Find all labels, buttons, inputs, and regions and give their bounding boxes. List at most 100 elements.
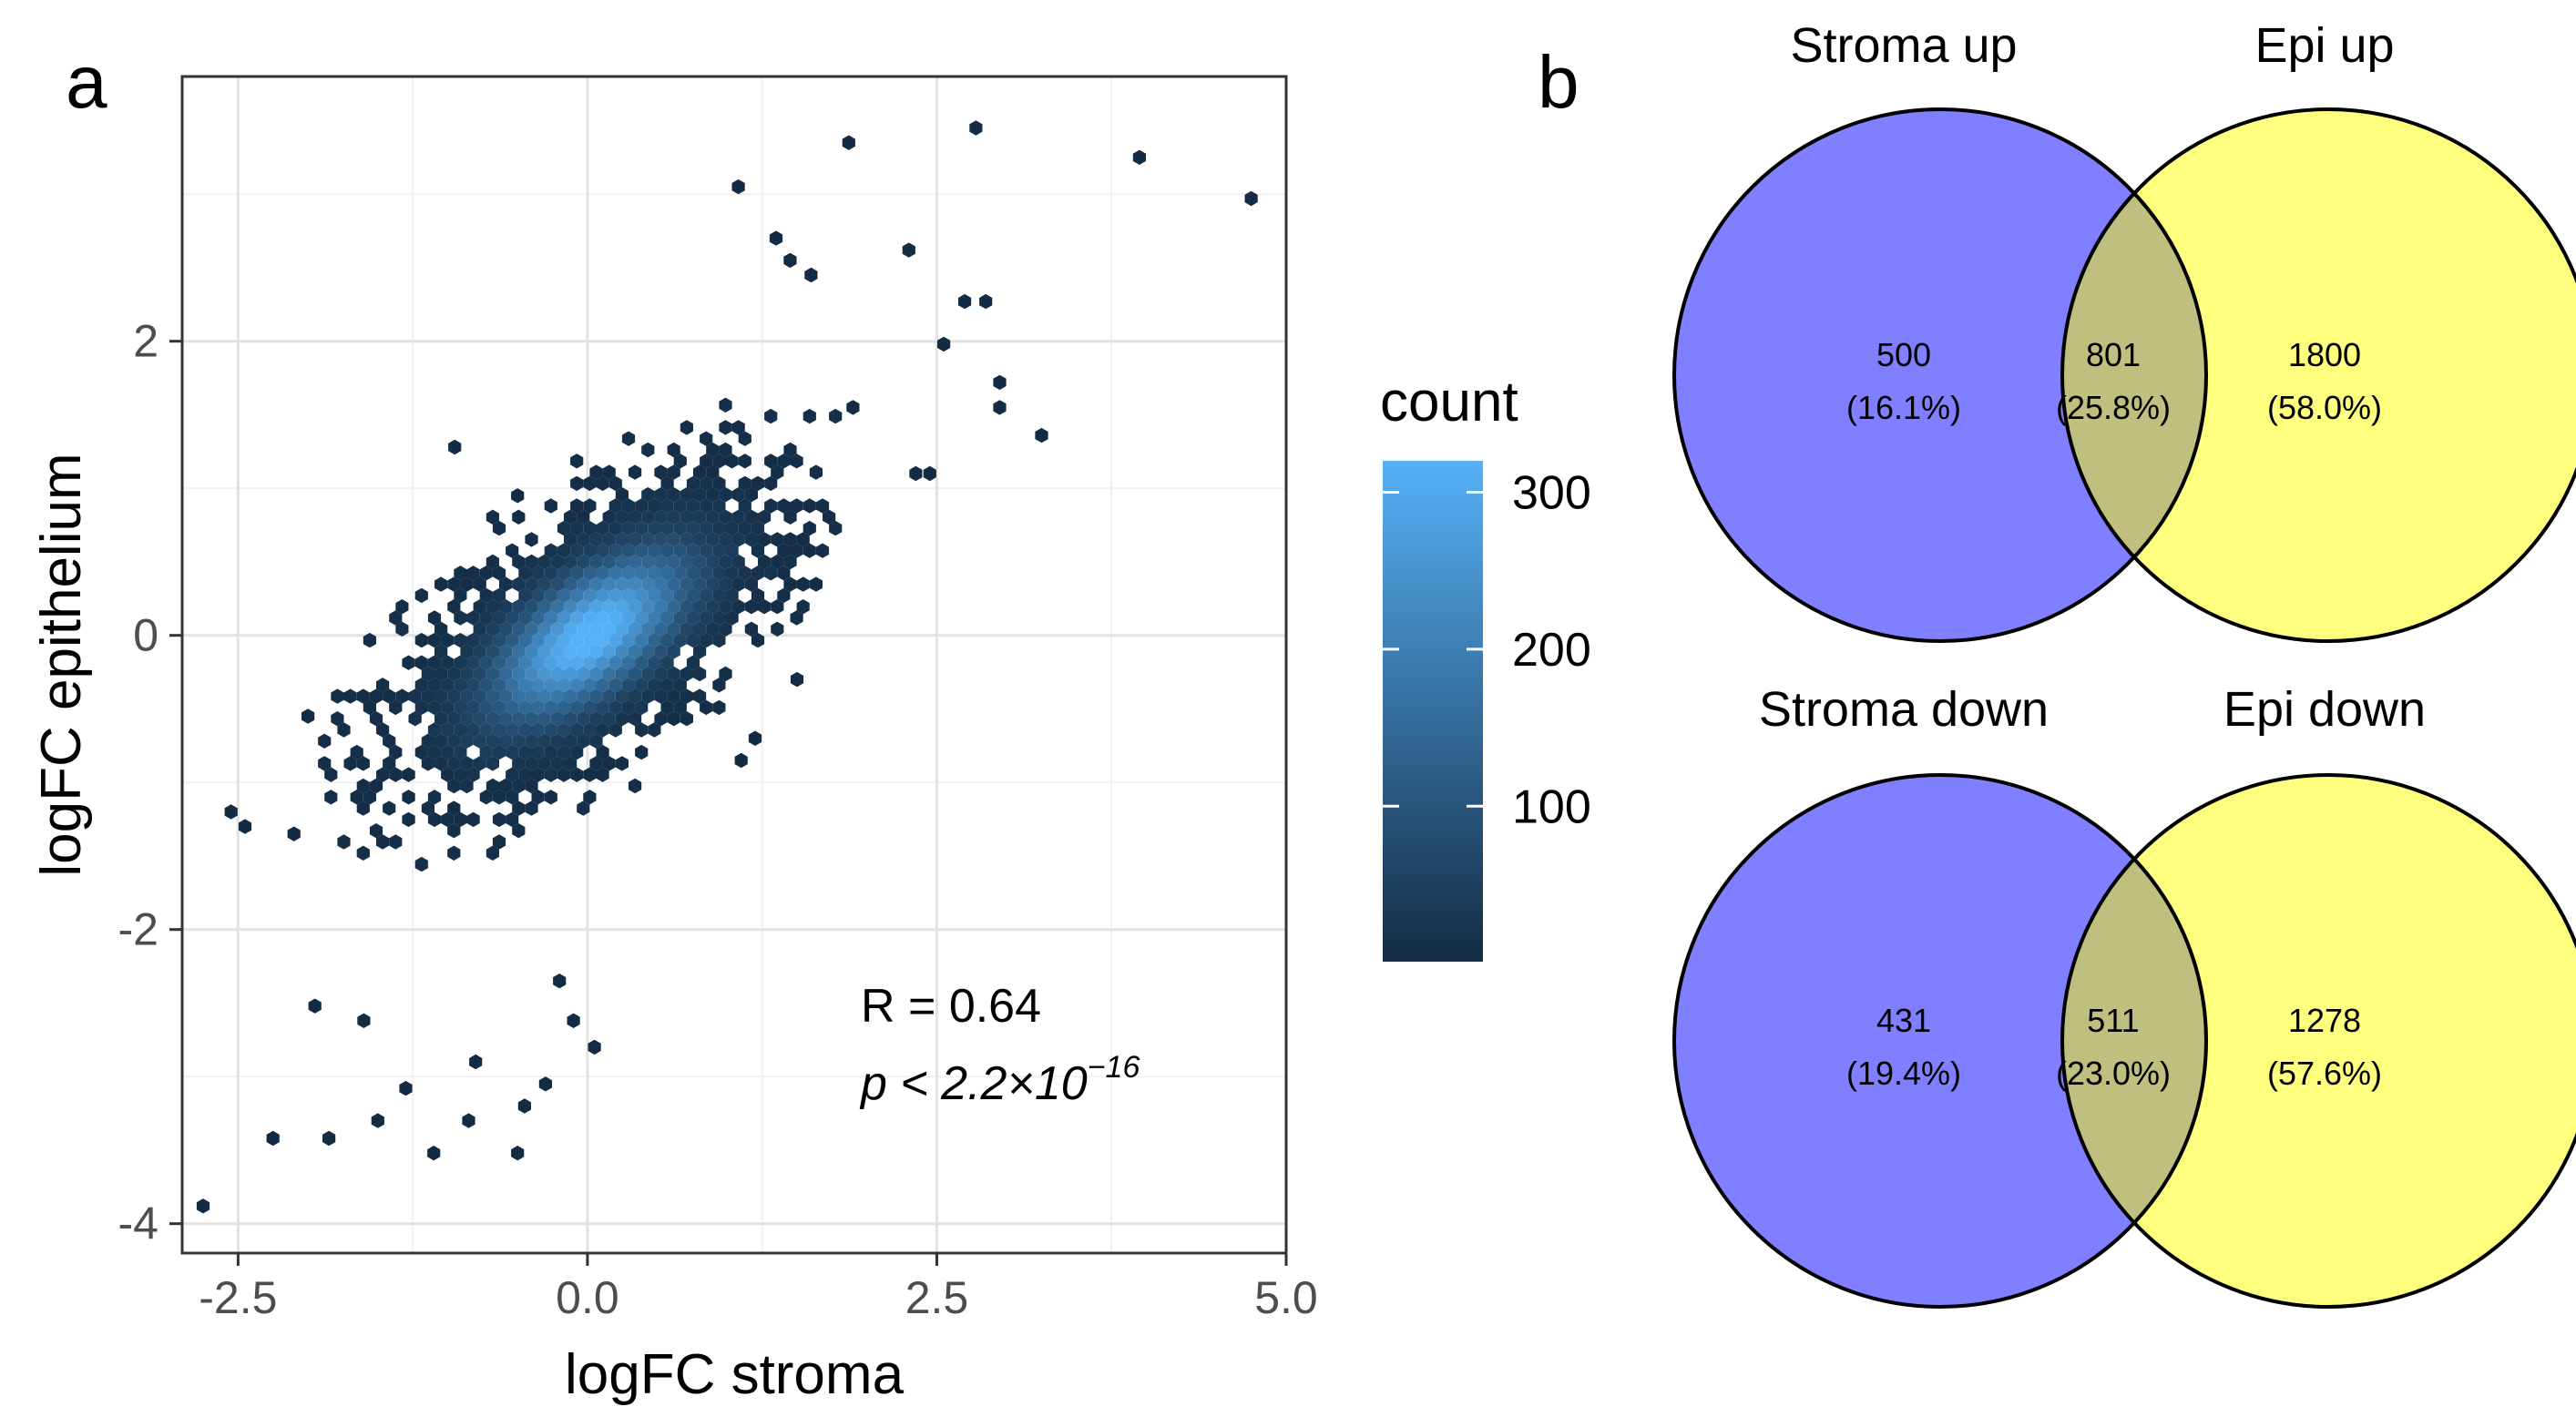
hexbin-cell — [492, 834, 506, 850]
hexbin-cell — [518, 587, 532, 604]
hexbin-cell — [589, 599, 603, 615]
hexbin-cell — [363, 790, 376, 805]
hexbin-cell — [564, 554, 578, 570]
hexbin-cell — [564, 711, 578, 727]
hexbin-cell — [777, 587, 791, 604]
hexbin-cell — [621, 498, 636, 514]
hexbin-cell — [706, 554, 720, 570]
hexbin-cell — [441, 632, 455, 648]
hexbin-cell — [615, 576, 629, 592]
hexbin-cell — [654, 487, 668, 503]
hexbin-cell — [479, 790, 493, 805]
hexbin-cell — [777, 498, 791, 514]
hexbin-cell — [635, 699, 649, 716]
hexbin-cell — [506, 678, 519, 693]
hexbin-cell — [564, 509, 578, 525]
hexbin-cell — [589, 733, 603, 749]
hexbin-cell — [389, 699, 403, 716]
hexbin-cell — [771, 532, 784, 547]
hexbin-cell — [629, 778, 642, 794]
hexbin-cell — [441, 722, 455, 738]
hexbin-cell — [764, 498, 778, 514]
hexbin-cell — [577, 800, 590, 816]
hexbin-cell — [648, 655, 661, 670]
hexbin-cell — [686, 610, 700, 626]
hexbin-cell — [512, 509, 526, 525]
hexbin-cell — [693, 532, 707, 547]
hexbin-cell — [421, 733, 434, 749]
hexbin-cell — [693, 599, 707, 615]
hexbin-cell — [460, 778, 474, 794]
hexbin-cell — [499, 599, 513, 615]
outlier-point — [448, 439, 462, 455]
hexbin-cell — [764, 454, 778, 469]
outlier-point — [511, 488, 525, 504]
hexbin-cell — [506, 632, 519, 648]
hexbin-layer — [318, 397, 843, 872]
hexbin-cell — [700, 475, 713, 492]
hexbin-cell — [512, 666, 526, 682]
hexbin-cell — [635, 744, 649, 760]
panel-label-a: a — [66, 41, 107, 124]
hexbin-cell — [441, 699, 455, 716]
hexbin-cell — [621, 543, 636, 558]
hexbin-cell — [648, 498, 661, 514]
hexbin-cell — [751, 543, 765, 558]
hexbin-cell — [427, 811, 442, 828]
hexbin-cell — [725, 454, 739, 469]
outlier-point — [923, 465, 936, 482]
hexbin-cell — [719, 509, 732, 525]
hexbin-cell — [700, 566, 713, 581]
hexbin-cell — [492, 811, 506, 828]
hexbin-cell — [706, 532, 720, 547]
hexbin-cell — [731, 420, 745, 435]
outlier-point — [538, 1076, 552, 1092]
outlier-point — [517, 1098, 531, 1114]
outlier-point — [902, 242, 915, 258]
venn-count-right-only: 1278 — [2288, 1002, 2361, 1039]
hexbin-cell — [660, 566, 674, 581]
hexbin-cell — [693, 554, 707, 570]
hexbin-cell — [673, 454, 687, 469]
hexbin-cell — [602, 666, 616, 682]
hexbin-cell — [544, 790, 557, 805]
hexbin-cell — [454, 566, 467, 581]
outlier-point — [1035, 427, 1048, 443]
colorbar-tick-label: 300 — [1512, 466, 1591, 519]
hexbin-cell — [389, 767, 403, 782]
hexbin-cell — [473, 711, 486, 727]
outlier-point — [846, 400, 860, 415]
hexbin-cell — [731, 487, 745, 503]
hexbin-cell — [518, 722, 532, 738]
hexbin-cell — [648, 632, 661, 648]
venn-pct-left-only: (19.4%) — [1846, 1055, 1961, 1092]
hexbin-cell — [667, 711, 680, 727]
hexbin-cell — [686, 498, 700, 514]
hexbin-cell — [537, 666, 551, 682]
hexbin-cell — [570, 566, 584, 581]
hexbin-cell — [602, 576, 616, 592]
hexbin-cell — [596, 520, 609, 536]
hexbin-cell — [350, 790, 363, 805]
hexbin-cell — [492, 678, 506, 693]
hexbin-cell — [337, 834, 351, 850]
hexbin-cell — [686, 543, 700, 558]
hexbin-cell — [680, 487, 693, 503]
hexbin-cell — [712, 475, 726, 492]
hexbin-cell — [395, 621, 409, 637]
hexbin-cell — [318, 733, 332, 749]
hexbin-cell — [667, 487, 680, 503]
outlier-point — [909, 465, 923, 482]
hexbin-cell — [531, 632, 545, 648]
hexbin-cell — [667, 688, 680, 704]
hexbin-cell — [660, 655, 674, 670]
hexbin-cell — [447, 599, 461, 615]
hexbin-cell — [577, 554, 590, 570]
hexbin-cell — [454, 744, 467, 760]
venn-right-outline — [2060, 773, 2576, 1309]
hexbin-cell — [744, 487, 758, 503]
hexbin-cell — [635, 610, 649, 626]
hexbin-cell — [564, 599, 578, 615]
hexbin-cell — [570, 722, 584, 738]
